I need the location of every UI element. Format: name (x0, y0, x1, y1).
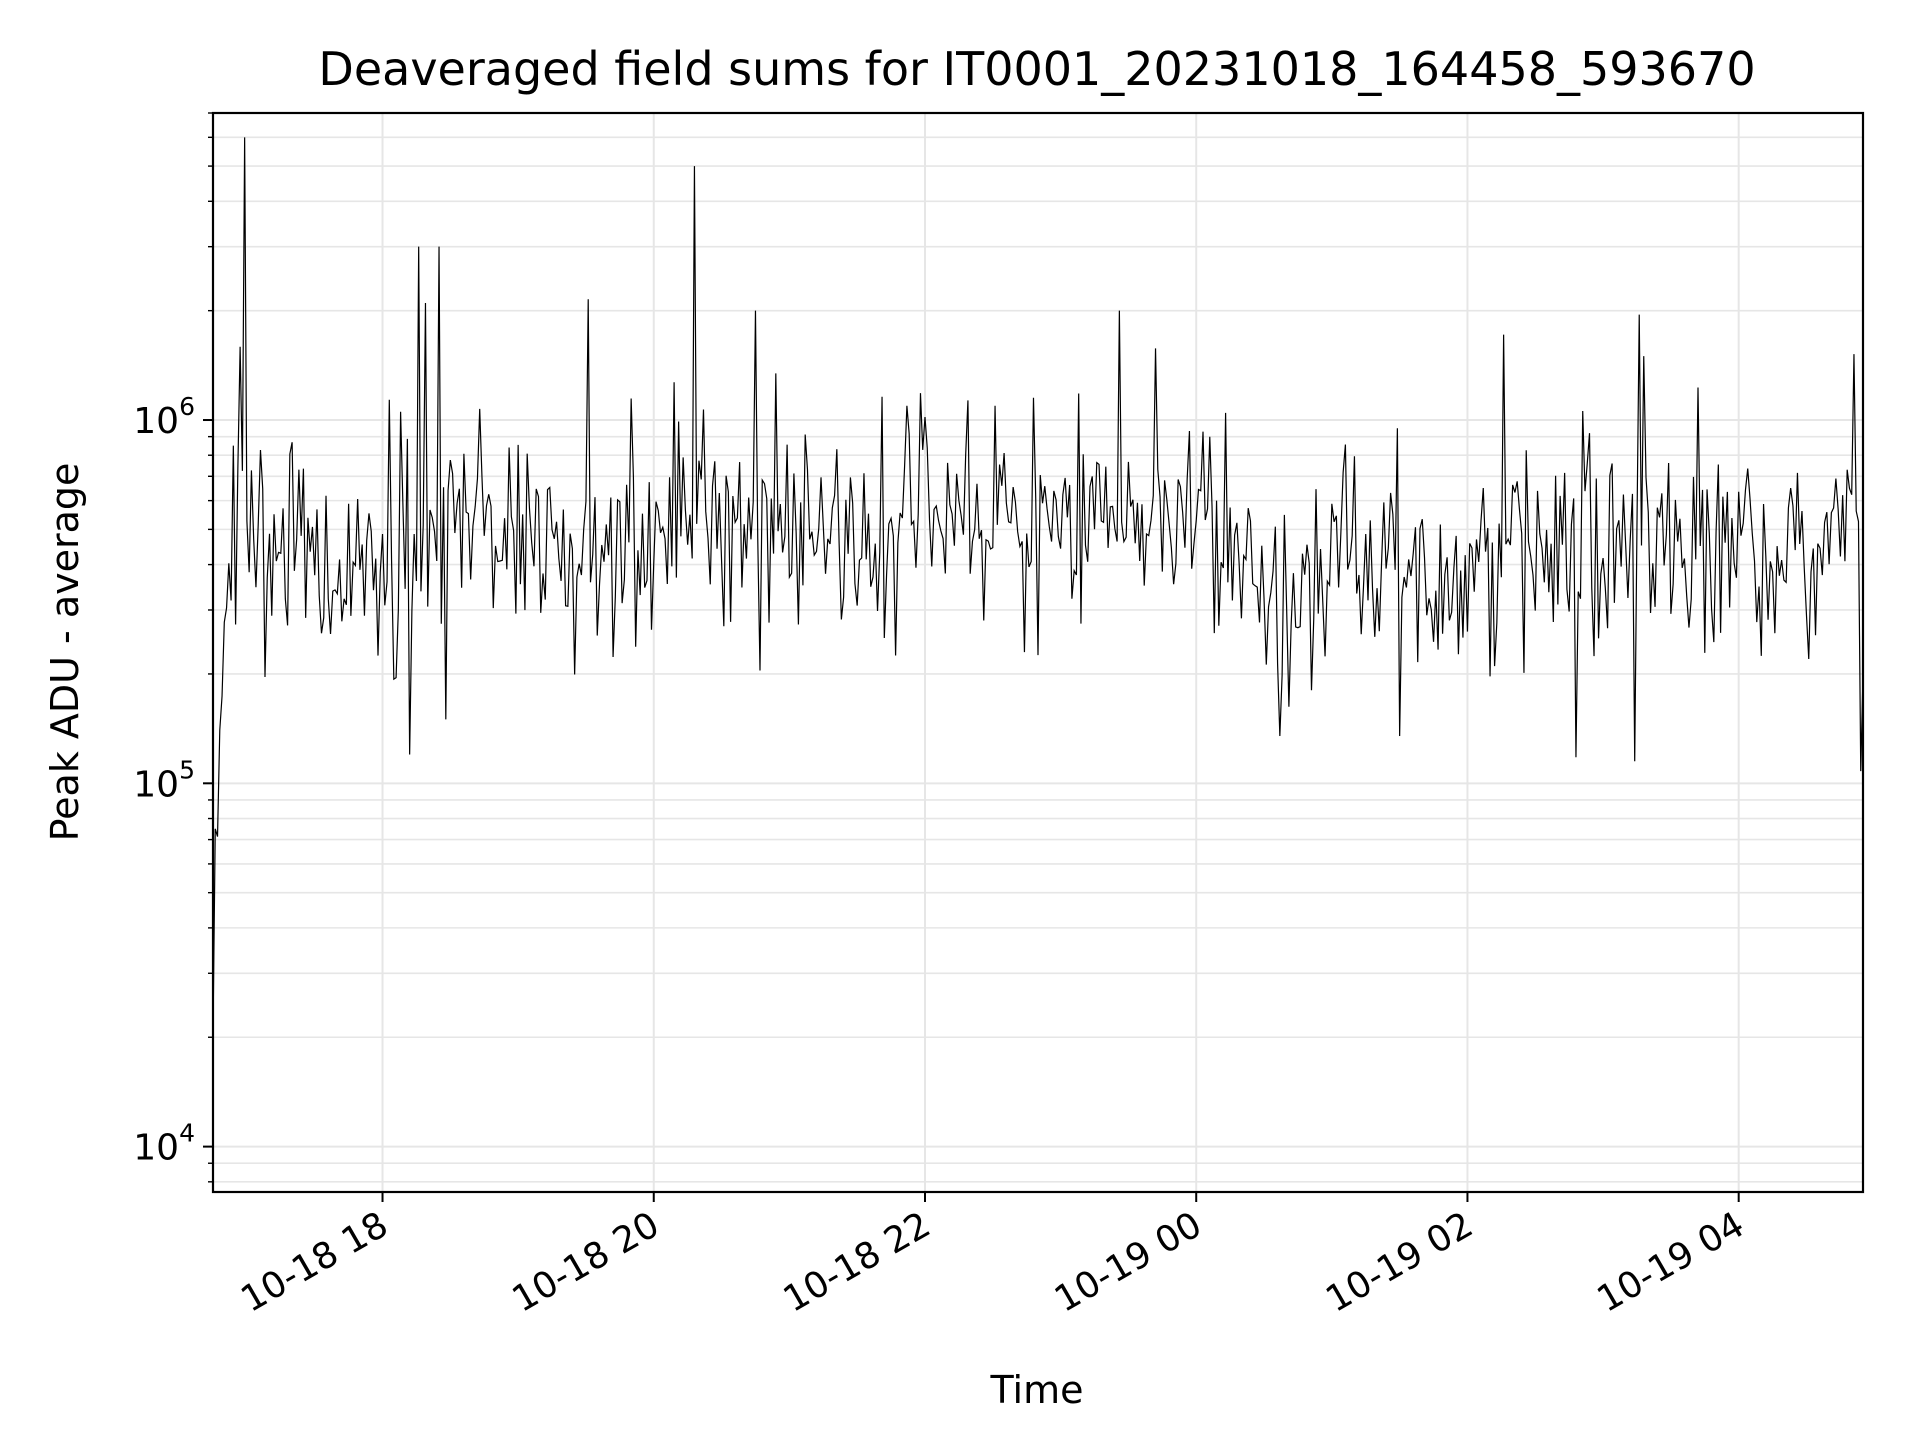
x-tick-label: 10-18 22 (777, 1204, 938, 1320)
y-tick-label: 105 (133, 755, 195, 805)
axes-frame (211, 111, 1865, 1194)
x-tick-label: 10-19 00 (1048, 1204, 1209, 1320)
y-tick-label: 106 (133, 392, 195, 442)
plot-data-area (212, 137, 1864, 1034)
x-axis-label: Time (990, 1368, 1084, 1412)
y-axis-label: Peak ADU - average (43, 463, 87, 842)
series-line (212, 137, 1864, 1034)
x-tick-label: 10-18 18 (234, 1204, 395, 1320)
y-tick-label: 104 (133, 1119, 195, 1169)
x-tick-label: 10-18 20 (506, 1204, 667, 1320)
x-tick-label: 10-19 04 (1591, 1204, 1752, 1320)
x-tick-label: 10-19 02 (1319, 1204, 1480, 1320)
axis-ticks: 104 105 106 10-18 18 10-18 20 10-18 22 10-19 0… (133, 112, 1752, 1321)
chart-title: Deaveraged field sums for IT0001_2023101… (318, 42, 1755, 96)
